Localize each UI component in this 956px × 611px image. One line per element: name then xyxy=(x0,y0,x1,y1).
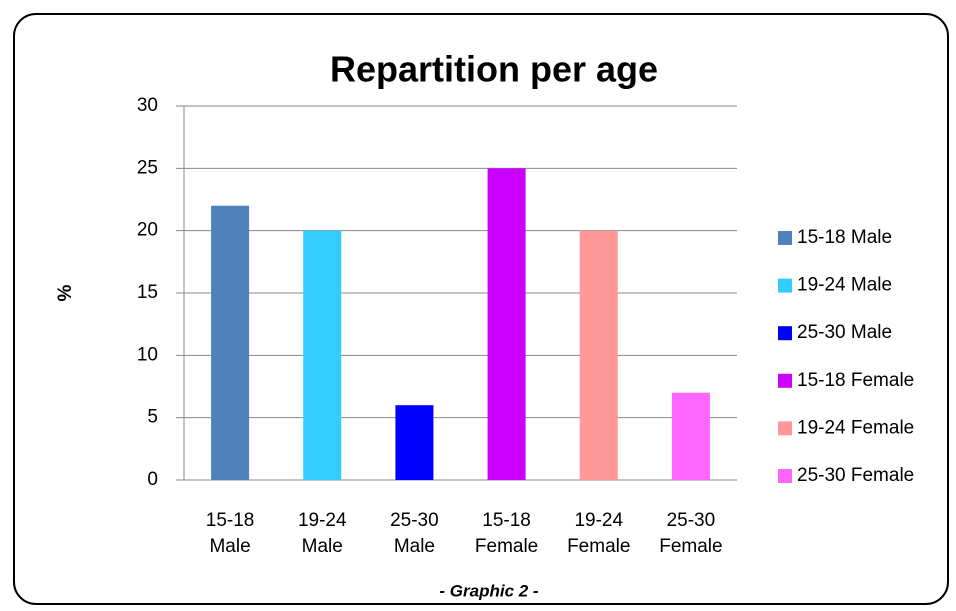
legend-swatch xyxy=(778,326,792,341)
bar xyxy=(303,230,342,480)
x-tick-label: 19-24 Female xyxy=(567,510,631,557)
chart-title: Repartition per age xyxy=(330,49,658,90)
legend-label: 19-24 Female xyxy=(797,417,914,438)
legend-swatch xyxy=(778,421,792,436)
y-tick-label: 10 xyxy=(137,344,158,365)
y-tick-label: 30 xyxy=(137,95,158,116)
legend-swatch xyxy=(778,231,792,245)
y-tick-label: 20 xyxy=(137,220,158,241)
x-tick-label: 15-18 Female xyxy=(474,510,539,557)
y-tick-label: 25 xyxy=(137,157,158,178)
bar xyxy=(487,168,526,481)
legend-label: 19-24 Male xyxy=(797,275,892,296)
legend-swatch xyxy=(778,469,792,483)
legend-label: 25-30 Male xyxy=(797,322,892,343)
legend-swatch xyxy=(778,278,792,293)
y-tick-label: 0 xyxy=(147,469,158,490)
x-tick-label: 25-30 Female xyxy=(659,510,723,557)
legend-label: 15-18 Female xyxy=(797,370,914,391)
legend-label: 25-30 Female xyxy=(797,465,914,486)
bar xyxy=(211,205,250,480)
x-tick-label: 15-18 Male xyxy=(205,510,255,557)
legend-label: 15-18 Male xyxy=(797,227,892,248)
legend-swatch xyxy=(778,373,792,388)
x-tick-label: 25-30 Male xyxy=(390,510,439,557)
y-tick-label: 15 xyxy=(137,282,158,303)
bar xyxy=(579,230,618,480)
caption: - Graphic 2 - xyxy=(439,581,539,600)
x-tick-label: 19-24 Male xyxy=(297,510,347,557)
y-axis-label: % xyxy=(55,284,76,301)
bar xyxy=(671,392,710,480)
y-tick-label: 5 xyxy=(147,407,158,428)
bar xyxy=(395,405,434,480)
